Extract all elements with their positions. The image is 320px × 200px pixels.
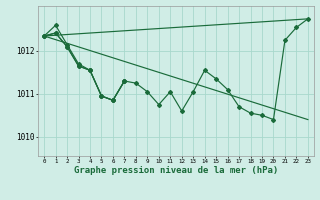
X-axis label: Graphe pression niveau de la mer (hPa): Graphe pression niveau de la mer (hPa) [74, 166, 278, 175]
